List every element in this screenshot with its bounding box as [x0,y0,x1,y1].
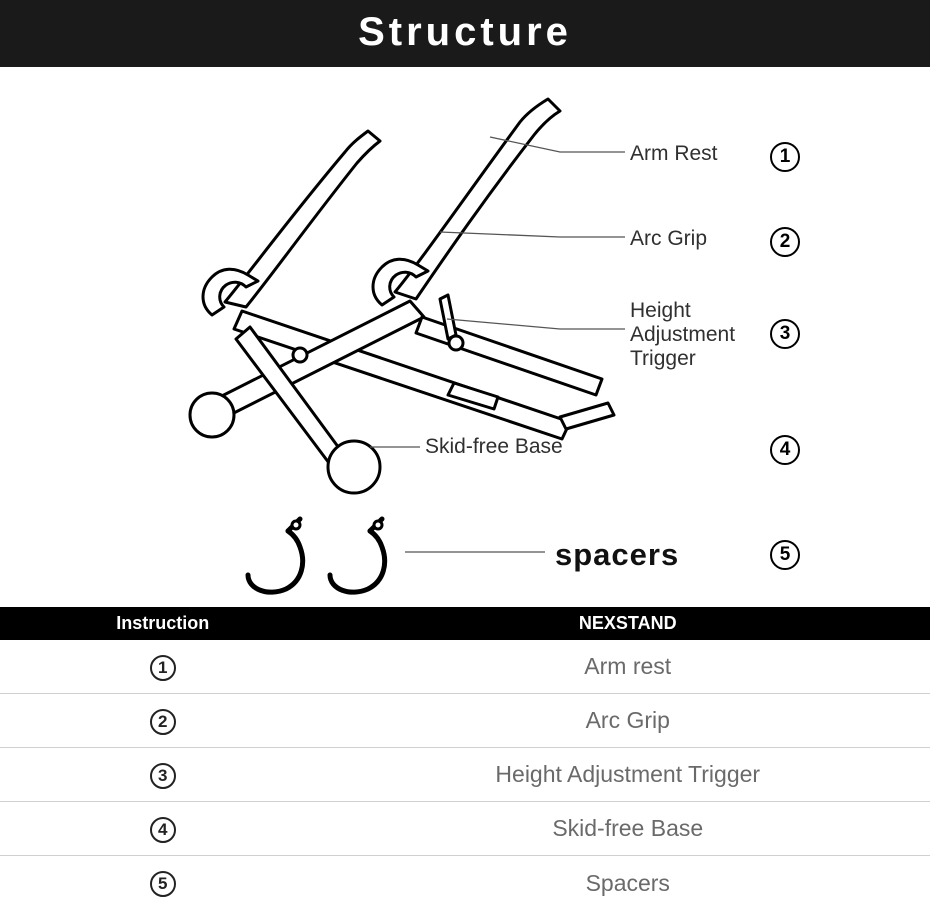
callout-number-1: 1 [770,142,800,172]
table-row: 4 Skid-free Base [0,802,930,856]
table-cell-value: Spacers [326,870,930,897]
callout-number-4: 4 [770,435,800,465]
circled-number-icon: 3 [150,763,176,789]
page-title: Structure [358,10,572,54]
table-cell-number: 2 [0,707,326,735]
table-cell-value: Arm rest [326,653,930,680]
callout-label-1: Arm Rest [630,142,718,166]
table-row: 2 Arc Grip [0,694,930,748]
table-row: 5 Spacers [0,856,930,910]
leader-line-3 [447,319,625,329]
callout-label-5: spacers [555,537,679,573]
table-cell-value: Skid-free Base [326,815,930,842]
callout-label-3: HeightAdjustmentTrigger [630,299,735,371]
table-cell-value: Height Adjustment Trigger [326,761,930,788]
circled-number-icon: 1 [150,655,176,681]
table-cell-number: 4 [0,815,326,843]
title-bar: Structure [0,0,930,67]
table-header-instruction: Instruction [0,607,326,640]
callout-label-2: Arc Grip [630,227,707,251]
circled-number-icon: 2 [150,709,176,735]
table-cell-number: 1 [0,653,326,681]
table-cell-number: 5 [0,869,326,897]
parts-table: Instruction NEXSTAND 1 Arm rest 2 Arc Grip 3… [0,607,930,910]
table-cell-value: Arc Grip [326,707,930,734]
table-row: 1 Arm rest [0,640,930,694]
table-cell-number: 3 [0,761,326,789]
diagram-area: Arm Rest 1 Arc Grip 2 HeightAdjustmentTrigge… [0,67,930,607]
table-row: 3 Height Adjustment Trigger [0,748,930,802]
circled-number-icon: 4 [150,817,176,843]
circled-number-icon: 5 [150,871,176,897]
leader-line-2 [440,232,625,237]
callout-label-4: Skid-free Base [425,435,563,459]
callout-number-5: 5 [770,540,800,570]
callout-number-3: 3 [770,319,800,349]
callout-number-2: 2 [770,227,800,257]
table-header-nexstand: NEXSTAND [326,607,930,640]
table-header-row: Instruction NEXSTAND [0,607,930,640]
